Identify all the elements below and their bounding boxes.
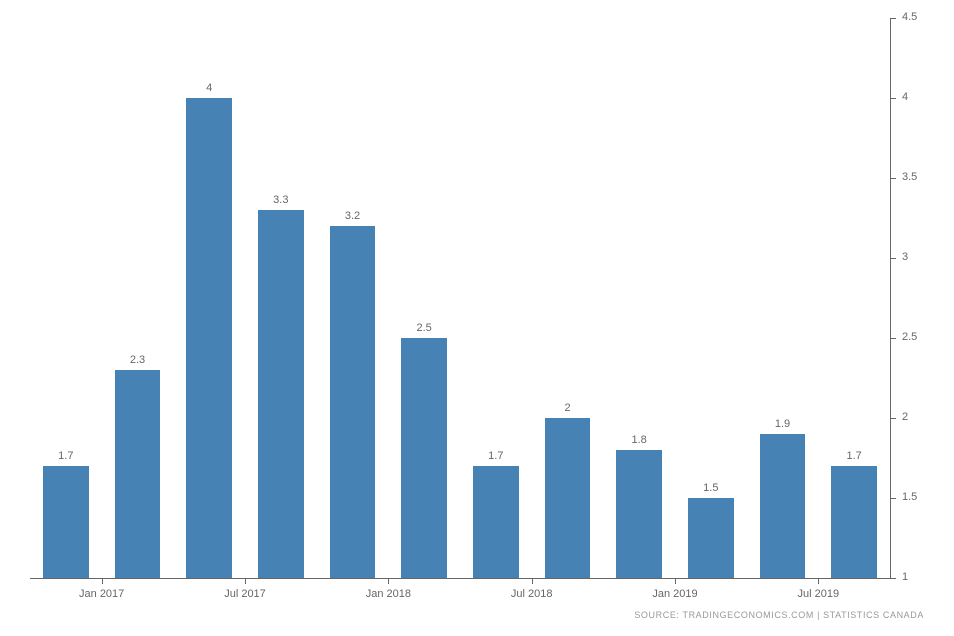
bar-value-label: 3.3 bbox=[273, 194, 288, 210]
y-tick-mark bbox=[890, 258, 896, 259]
bar bbox=[330, 226, 376, 578]
x-tick-mark bbox=[818, 578, 819, 584]
x-tick-label: Jul 2018 bbox=[511, 588, 553, 600]
x-tick-label: Jul 2017 bbox=[224, 588, 266, 600]
bar bbox=[186, 98, 232, 578]
x-tick-label: Jan 2019 bbox=[652, 588, 697, 600]
y-tick-mark bbox=[890, 418, 896, 419]
bar-value-label: 1.9 bbox=[775, 418, 790, 434]
bar bbox=[43, 466, 89, 578]
x-tick-mark bbox=[388, 578, 389, 584]
x-tick-mark bbox=[532, 578, 533, 584]
x-tick-label: Jan 2017 bbox=[79, 588, 124, 600]
x-tick-label: Jul 2019 bbox=[798, 588, 840, 600]
x-tick-mark bbox=[675, 578, 676, 584]
bar bbox=[401, 338, 447, 578]
bar-value-label: 2.5 bbox=[417, 322, 432, 338]
y-tick-label: 3.5 bbox=[902, 171, 917, 183]
y-tick-mark bbox=[890, 178, 896, 179]
bar-value-label: 1.5 bbox=[703, 482, 718, 498]
y-tick-mark bbox=[890, 98, 896, 99]
bar bbox=[831, 466, 877, 578]
x-tick-label: Jan 2018 bbox=[366, 588, 411, 600]
y-tick-label: 1 bbox=[902, 571, 908, 583]
y-tick-mark bbox=[890, 338, 896, 339]
bar bbox=[473, 466, 519, 578]
bar bbox=[688, 498, 734, 578]
bar-value-label: 2 bbox=[564, 402, 570, 418]
bar-value-label: 3.2 bbox=[345, 210, 360, 226]
bar-value-label: 2.3 bbox=[130, 354, 145, 370]
y-tick-mark bbox=[890, 578, 896, 579]
bar-value-label: 4 bbox=[206, 82, 212, 98]
y-axis-line bbox=[890, 18, 891, 578]
chart-container: 1 1.5 2 2.5 3 3.5 4 4.5 1.7 2.3 4 3.3 3.2 2.5 1.7 2 1.8 1… bbox=[0, 0, 954, 636]
bar bbox=[760, 434, 806, 578]
y-tick-label: 1.5 bbox=[902, 491, 917, 503]
y-tick-label: 2.5 bbox=[902, 331, 917, 343]
bar bbox=[616, 450, 662, 578]
source-attribution: SOURCE: TRADINGECONOMICS.COM | STATISTIC… bbox=[634, 610, 924, 620]
bar-value-label: 1.8 bbox=[632, 434, 647, 450]
bar-value-label: 1.7 bbox=[58, 450, 73, 466]
y-tick-mark bbox=[890, 498, 896, 499]
y-tick-label: 2 bbox=[902, 411, 908, 423]
bar bbox=[115, 370, 161, 578]
x-axis-line bbox=[30, 578, 890, 579]
bar bbox=[258, 210, 304, 578]
bar bbox=[545, 418, 591, 578]
x-tick-mark bbox=[245, 578, 246, 584]
y-tick-label: 4.5 bbox=[902, 11, 917, 23]
y-tick-label: 3 bbox=[902, 251, 908, 263]
y-tick-mark bbox=[890, 18, 896, 19]
y-tick-label: 4 bbox=[902, 91, 908, 103]
bar-value-label: 1.7 bbox=[847, 450, 862, 466]
bar-value-label: 1.7 bbox=[488, 450, 503, 466]
x-tick-mark bbox=[102, 578, 103, 584]
